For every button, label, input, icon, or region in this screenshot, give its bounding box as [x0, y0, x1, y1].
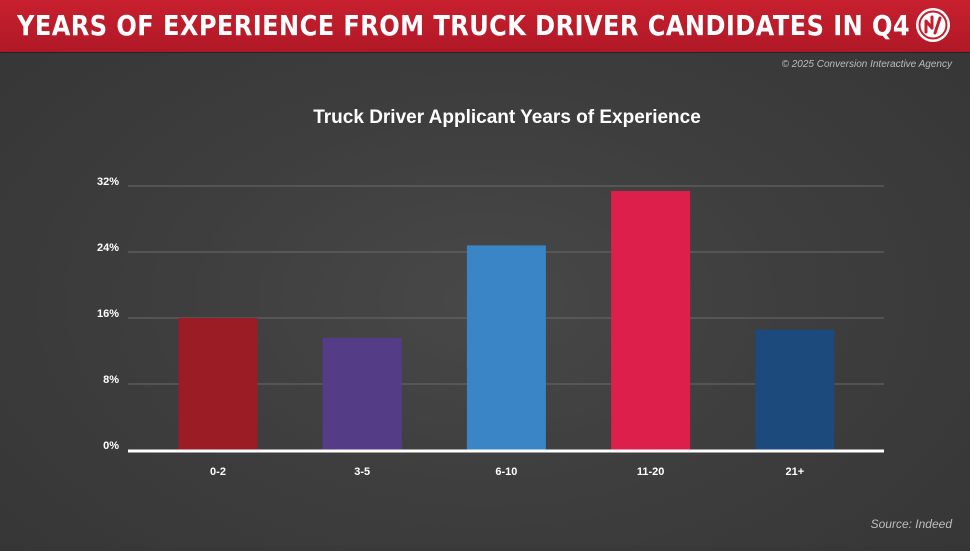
bar-0-2 [178, 318, 258, 450]
x-tick-label: 0-2 [210, 466, 226, 478]
source-text: Source: Indeed [870, 517, 952, 531]
x-tick-label: 11-20 [637, 466, 665, 478]
page-title: YEARS OF EXPERIENCE FROM TRUCK DRIVER CA… [17, 9, 911, 42]
brand-logo-icon [915, 7, 951, 43]
copyright-text: © 2025 Conversion Interactive Agency [781, 59, 952, 70]
x-tick-label: 3-5 [354, 466, 370, 478]
bar-3-5 [322, 337, 402, 450]
x-tick-label: 21+ [785, 466, 804, 478]
x-tick-label: 6-10 [495, 466, 517, 478]
bar-21+ [755, 329, 835, 450]
y-tick-label: 8% [103, 374, 119, 386]
y-tick-label: 16% [97, 308, 119, 320]
y-tick-label: 24% [97, 242, 119, 254]
y-tick-label: 0% [103, 440, 119, 452]
bar-6-10 [466, 245, 546, 450]
bar-11-20 [611, 190, 691, 450]
header-bar: YEARS OF EXPERIENCE FROM TRUCK DRIVER CA… [0, 0, 970, 52]
chart-title: Truck Driver Applicant Years of Experien… [313, 107, 701, 128]
y-tick-label: 32% [97, 176, 119, 188]
